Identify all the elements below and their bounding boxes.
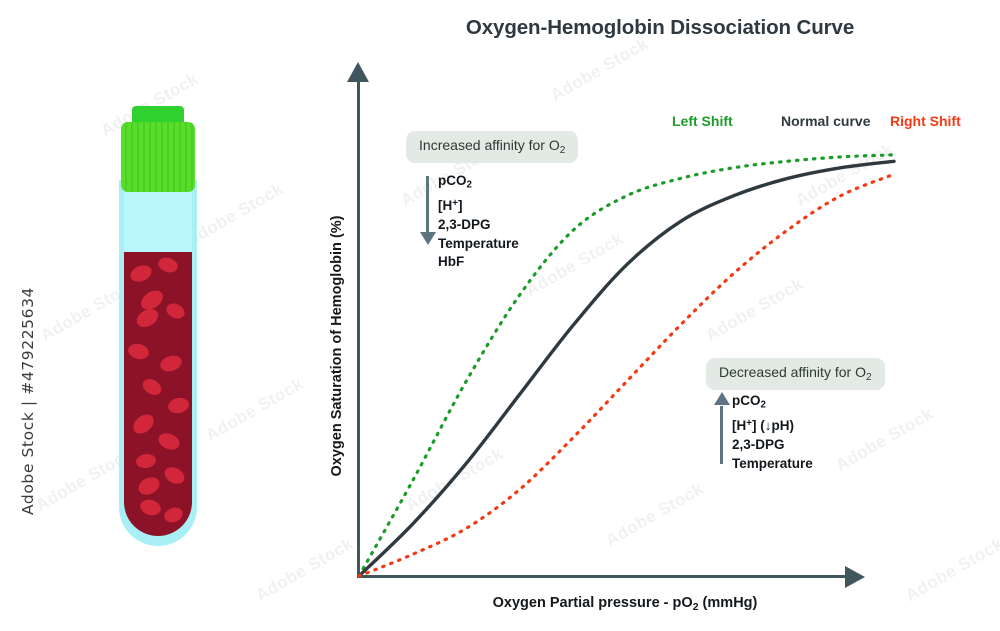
decreased-affinity-heading-text: Decreased affinity for O2	[719, 364, 872, 383]
up-arrow-icon	[712, 392, 732, 464]
blood-test-tube-illustration	[110, 106, 206, 546]
factor-item: Temperature	[732, 455, 813, 471]
legend-right-shift: Right Shift	[890, 113, 961, 129]
x-axis-arrow-icon	[845, 566, 865, 588]
factor-item: 2,3-DPG	[438, 216, 491, 232]
increased-affinity-factors: pCO2 [H+] 2,3-DPG Temperature HbF	[438, 172, 519, 272]
factor-item: [H+]	[438, 198, 463, 214]
legend-normal-curve: Normal curve	[781, 113, 871, 129]
increased-affinity-heading: Increased affinity for O2	[406, 131, 579, 163]
legend-left-shift: Left Shift	[672, 113, 733, 129]
y-axis-arrow-icon	[347, 62, 369, 82]
increased-affinity-heading-text: Increased affinity for O2	[419, 137, 566, 156]
factor-item: 2,3-DPG	[732, 436, 785, 452]
factor-item: pCO2	[438, 173, 472, 191]
tube-blood-fill	[124, 252, 192, 536]
normal-curve	[357, 159, 896, 578]
factor-item: HbF	[438, 254, 465, 270]
x-axis-label: Oxygen Partial pressure - pO2 (mmHg)	[492, 595, 758, 613]
decreased-affinity-factors: pCO2 [H+] (↓pH) 2,3-DPG Temperature	[732, 392, 813, 473]
factor-item: Temperature	[438, 235, 519, 251]
tube-cap-body	[121, 122, 195, 192]
factor-item: pCO2	[732, 393, 766, 411]
y-axis	[357, 78, 360, 578]
decreased-affinity-heading: Decreased affinity for O2	[706, 358, 885, 390]
page-title: Oxygen-Hemoglobin Dissociation Curve	[465, 16, 855, 39]
x-axis	[357, 575, 849, 578]
left-shift-curve	[357, 153, 896, 578]
down-arrow-icon	[418, 176, 438, 246]
factor-item: [H+] (↓pH)	[732, 418, 794, 434]
